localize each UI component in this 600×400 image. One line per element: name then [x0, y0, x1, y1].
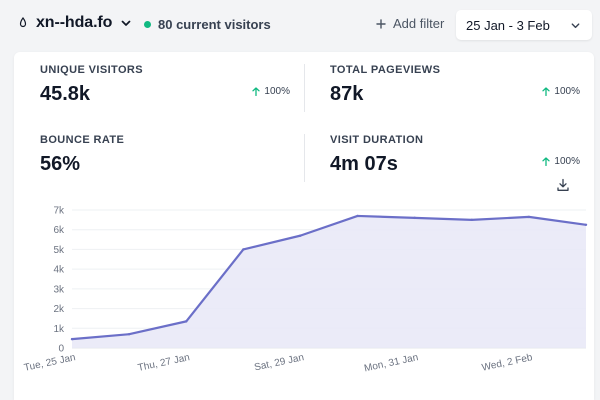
- stat-change-value: 100%: [554, 156, 580, 167]
- top-bar: xn--hda.fo 80 current visitors Add filte…: [0, 0, 600, 50]
- y-tick-label: 6k: [53, 225, 65, 236]
- x-tick-label: Wed, 2 Feb: [481, 352, 534, 374]
- series-area: [72, 215, 586, 348]
- data-point: [356, 214, 359, 218]
- stat-unique-visitors[interactable]: UNIQUE VISITORS 45.8k 100%: [40, 64, 290, 106]
- stat-change-value: 100%: [554, 86, 580, 97]
- series-line: [71, 214, 587, 341]
- data-point: [242, 248, 245, 251]
- stat-change-value: 100%: [264, 86, 290, 97]
- stat-change: 100%: [542, 86, 580, 97]
- y-tick-label: 5k: [53, 245, 65, 256]
- data-point: [299, 234, 302, 237]
- stat-bounce-rate[interactable]: BOUNCE RATE 56%: [40, 134, 290, 176]
- y-tick-label: 0: [58, 344, 64, 355]
- stat-total-pageviews[interactable]: TOTAL PAGEVIEWS 87k 100%: [330, 64, 580, 106]
- stat-value: 87k: [330, 83, 364, 105]
- stat-label: BOUNCE RATE: [40, 134, 125, 146]
- chevron-down-icon: [121, 20, 131, 26]
- x-tick-label: Sat, 29 Jan: [253, 352, 305, 373]
- data-point: [185, 320, 188, 323]
- arrow-up-icon: [542, 157, 551, 166]
- y-tick-label: 2k: [53, 304, 65, 315]
- chevron-down-icon: [571, 23, 580, 29]
- x-tick-label: Mon, 31 Jan: [363, 352, 419, 374]
- site-switcher[interactable]: xn--hda.fo: [18, 14, 132, 32]
- current-visitors-label: 80 current visitors: [158, 17, 271, 32]
- data-point: [413, 216, 416, 220]
- data-point: [70, 337, 74, 341]
- download-icon[interactable]: [556, 178, 570, 192]
- stat-value: 4m 07s: [330, 153, 398, 175]
- stats-card: UNIQUE VISITORS 45.8k 100% TOTAL PAGEVIE…: [14, 52, 594, 400]
- plus-icon: [376, 18, 386, 29]
- live-dot-icon: [144, 21, 151, 28]
- date-range-label: 25 Jan - 3 Feb: [466, 17, 550, 33]
- stat-label: TOTAL PAGEVIEWS: [330, 64, 441, 76]
- y-tick-label: 7k: [53, 206, 65, 217]
- y-tick-label: 1k: [53, 324, 65, 335]
- stat-change: 100%: [542, 156, 580, 167]
- stat-divider: [304, 64, 305, 112]
- stat-label: VISIT DURATION: [330, 134, 424, 146]
- data-point: [584, 223, 588, 226]
- data-point: [527, 215, 531, 219]
- stat-value: 45.8k: [40, 83, 91, 105]
- stat-value: 56%: [40, 153, 81, 175]
- x-tick-label: Tue, 25 Jan: [23, 352, 77, 374]
- y-tick-label: 3k: [53, 284, 65, 295]
- data-point: [127, 333, 131, 336]
- site-name: xn--hda.fo: [36, 14, 113, 31]
- stat-label: UNIQUE VISITORS: [40, 64, 143, 76]
- arrow-up-icon: [542, 87, 551, 96]
- stat-divider: [304, 134, 305, 182]
- current-visitors[interactable]: 80 current visitors: [144, 17, 271, 32]
- add-filter-button[interactable]: Add filter: [376, 16, 444, 31]
- stat-visit-duration[interactable]: VISIT DURATION 4m 07s 100%: [330, 134, 580, 176]
- arrow-up-icon: [252, 87, 261, 96]
- data-point: [470, 218, 473, 222]
- favicon-icon: [19, 17, 27, 28]
- stat-change: 100%: [252, 86, 290, 97]
- date-range-picker[interactable]: 25 Jan - 3 Feb: [456, 10, 592, 40]
- x-tick-label: Thu, 27 Jan: [137, 352, 191, 374]
- visitors-chart: 0 1k 2k 3k 4k 5k 6k 7k Tue, 25 Jan Thu, 27 Jan Sat…: [23, 206, 588, 374]
- add-filter-label: Add filter: [393, 16, 445, 31]
- y-tick-label: 4k: [53, 265, 65, 276]
